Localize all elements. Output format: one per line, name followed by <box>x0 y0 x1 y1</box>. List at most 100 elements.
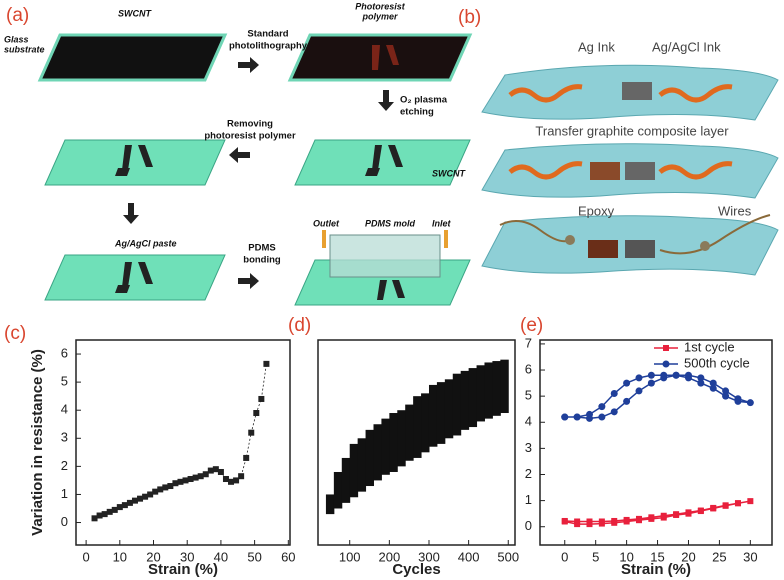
electrodes <box>115 145 405 300</box>
range-band <box>421 393 430 453</box>
data-point <box>126 499 133 506</box>
range-band <box>460 370 470 430</box>
step-label: Removing <box>227 119 273 130</box>
data-point <box>710 504 717 511</box>
arrows <box>123 57 394 289</box>
panel-label: (d) <box>288 315 311 336</box>
y-tick-label: 6 <box>525 361 532 376</box>
x-tick-label: 10 <box>113 549 127 564</box>
data-point <box>167 483 174 490</box>
data-point <box>734 500 741 507</box>
data-point <box>228 478 235 485</box>
graphite-pad <box>588 240 618 258</box>
plot-frame <box>317 339 516 546</box>
data-point <box>217 468 224 475</box>
data-point <box>709 379 717 387</box>
data-point <box>187 476 194 483</box>
data-point <box>233 477 240 484</box>
y-tick-label: 0 <box>525 518 532 533</box>
x-tick-label: 40 <box>214 549 228 564</box>
ink-trace <box>658 84 733 103</box>
x-tick-label: 30 <box>743 549 757 564</box>
y-tick-label: 3 <box>61 430 68 445</box>
data-point <box>258 395 265 402</box>
panel-label: (e) <box>520 315 543 336</box>
label: polymer <box>361 11 398 21</box>
ink-trace <box>508 161 583 180</box>
x-tick-label: 30 <box>180 549 194 564</box>
x-tick-label: 500 <box>497 549 519 564</box>
data-point <box>573 413 581 421</box>
range-band <box>365 429 374 487</box>
agcl-pad <box>625 162 655 180</box>
slab <box>44 254 226 301</box>
step-label: O₂ plasma <box>400 95 448 106</box>
range-band <box>397 410 406 467</box>
data-point <box>157 486 164 493</box>
data-point <box>635 515 642 522</box>
data-point <box>116 504 123 511</box>
step-label: bonding <box>243 255 281 266</box>
range-band <box>476 365 485 422</box>
data-point <box>212 466 219 473</box>
data-point <box>111 506 118 513</box>
range-band <box>349 443 359 498</box>
slab <box>294 139 471 186</box>
agcl-pad <box>625 240 655 258</box>
data-point <box>697 507 704 514</box>
pdms-mold <box>329 234 441 278</box>
label: Glass <box>4 34 29 44</box>
data-point <box>623 397 631 405</box>
label: substrate <box>4 44 45 54</box>
data-point <box>137 495 144 502</box>
data-point <box>722 502 729 509</box>
step-label: PDMS <box>248 243 275 254</box>
data-point <box>222 476 229 483</box>
data-point <box>177 478 184 485</box>
label: Transfer graphite composite layer <box>535 123 729 138</box>
data-point <box>611 517 618 524</box>
data-point <box>586 518 593 525</box>
y-tick-label: 4 <box>61 402 68 417</box>
data-point <box>709 384 717 392</box>
legend-label: 500th cycle <box>684 355 750 370</box>
epoxy-dot <box>565 235 575 245</box>
panel-label: (a) <box>6 5 29 26</box>
data-point <box>121 502 128 509</box>
label: Ag Ink <box>578 39 615 54</box>
data-point <box>747 498 754 505</box>
data-point <box>660 512 667 519</box>
slab <box>44 139 226 186</box>
data-point <box>561 413 569 421</box>
y-tick-label: 0 <box>61 514 68 529</box>
label: Wires <box>718 203 752 218</box>
label: Outlet <box>313 218 340 228</box>
data-point <box>142 493 149 500</box>
data-point <box>192 474 199 481</box>
data-point <box>248 429 255 436</box>
data-point <box>648 514 655 521</box>
x-axis-label: Strain (%) <box>148 561 218 578</box>
label: PDMS mold <box>365 218 416 228</box>
step-label: photoresist polymer <box>204 131 296 142</box>
y-tick-label: 3 <box>525 440 532 455</box>
data-point <box>722 387 730 395</box>
label: SWCNT <box>432 168 466 178</box>
panel-label: (c) <box>4 323 26 344</box>
x-tick-label: 0 <box>82 549 89 564</box>
agcl-pad <box>622 82 652 100</box>
x-tick-label: 25 <box>712 549 726 564</box>
data-point <box>91 515 98 522</box>
x-tick-label: 100 <box>339 549 361 564</box>
data-point <box>197 473 204 480</box>
data-point <box>574 518 581 525</box>
x-axis-label: Cycles <box>392 561 440 578</box>
y-tick-label: 7 <box>525 335 532 350</box>
y-axis-label: Variation in resistance (%) <box>29 349 46 536</box>
tube <box>444 230 448 248</box>
label: SWCNT <box>118 8 152 18</box>
y-tick-label: 1 <box>61 486 68 501</box>
epoxy-dot <box>700 241 710 251</box>
data-point <box>238 473 245 480</box>
